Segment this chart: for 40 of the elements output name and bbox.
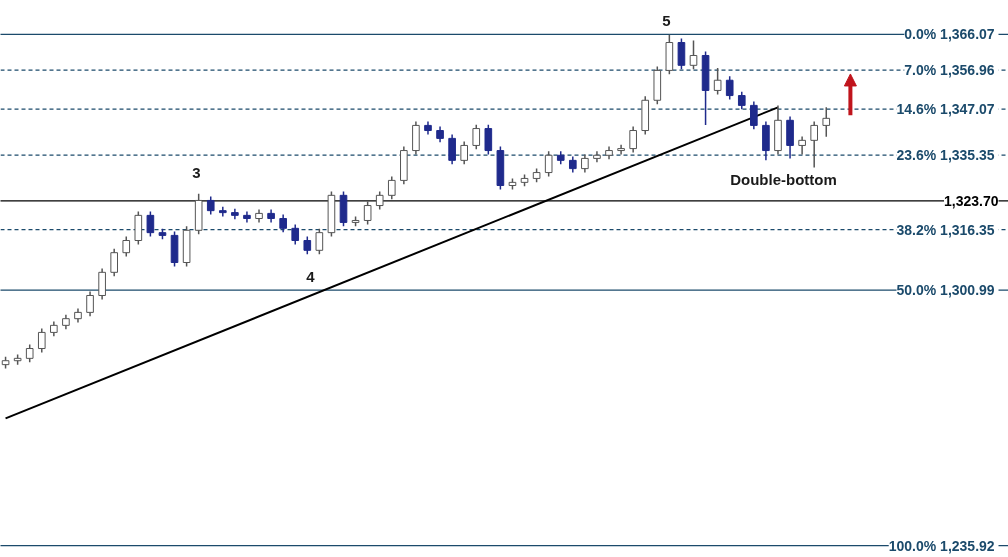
candlestick [387,175,396,201]
candlestick [750,100,758,131]
ref-line-label: 50.0% 1,300.99 [896,282,995,299]
candlestick [375,190,384,211]
candlestick [110,248,119,277]
candlestick [798,135,806,156]
annotation: 4 [306,267,316,285]
candlestick [581,153,589,174]
candlestick [713,67,722,96]
candlestick [146,210,155,238]
candlestick [122,235,131,258]
ref-line-label: 14.6% 1,347.07 [896,101,995,118]
candlestick [472,123,481,151]
candlestick [629,125,637,154]
annotation: Double-bottom [730,171,837,188]
ref-line-label: 7.0% 1,356.96 [904,62,995,79]
ref-line-label: 1,323.70 [944,192,999,209]
candlestick [810,120,819,169]
annotation: 5 [662,11,671,29]
ref-line-label: 0.0% 1,366.07 [904,26,995,43]
candlestick [677,37,686,70]
candlestick [206,195,215,216]
candlestick [460,140,469,166]
candlestick [689,39,698,70]
ref-line-label: 100.0% 1,235.92 [888,537,995,554]
annotation: 3 [192,163,201,181]
candlestick [37,327,46,354]
candlestick [218,205,227,218]
candlestick [484,123,493,156]
candlestick [291,223,300,246]
candlestick [822,106,831,138]
candlestick [363,200,372,226]
ref-line-label: 23.6% 1,335.35 [896,147,995,164]
candlestick [98,267,106,301]
ref-line-label: 38.2% 1,316.35 [896,221,995,238]
candlestick [86,290,94,318]
candlestick [725,75,734,101]
candlestick [315,227,324,255]
candlestick [544,150,553,178]
candlestick [448,133,456,166]
